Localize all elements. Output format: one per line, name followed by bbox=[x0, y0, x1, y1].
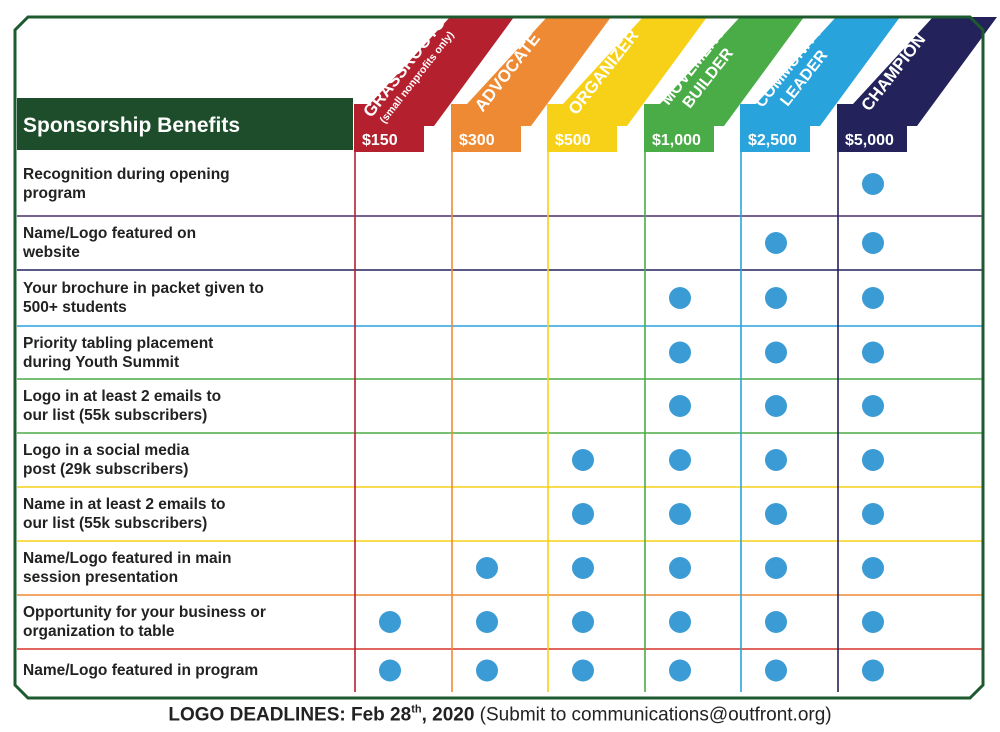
benefit-dot bbox=[379, 659, 401, 682]
benefit-dot bbox=[572, 503, 594, 525]
price-tab bbox=[644, 126, 714, 152]
tier-price: $500 bbox=[555, 132, 591, 149]
benefit-dot bbox=[862, 395, 884, 417]
price-tab bbox=[740, 126, 810, 152]
benefit-dot bbox=[379, 611, 401, 633]
deadline-submit-note: (Submit to communications@outfront.org) bbox=[474, 704, 832, 726]
benefit-label: Name/Logo featured in main session prese… bbox=[23, 550, 232, 586]
benefit-label: Priority tabling placement during Youth … bbox=[23, 334, 214, 371]
benefit-dot bbox=[476, 659, 498, 682]
benefit-dot bbox=[669, 557, 691, 579]
benefit-label: Name/Logo featured on website bbox=[23, 225, 197, 261]
benefit-dot bbox=[765, 503, 787, 525]
tier-price: $150 bbox=[362, 132, 398, 149]
benefit-dot bbox=[862, 287, 884, 309]
benefit-dot bbox=[765, 287, 787, 309]
tier-banner bbox=[837, 17, 997, 126]
tier-banner bbox=[644, 17, 804, 126]
benefit-dot bbox=[669, 449, 691, 471]
price-tab bbox=[354, 126, 424, 152]
tier-banner bbox=[740, 17, 900, 126]
benefit-dot bbox=[476, 611, 498, 633]
tier-price: $2,500 bbox=[748, 132, 797, 149]
benefit-label: Opportunity for your business or organiz… bbox=[23, 604, 266, 640]
benefit-label: Recognition during opening program bbox=[23, 166, 230, 202]
benefit-dot bbox=[765, 232, 787, 254]
benefit-dot bbox=[476, 557, 498, 579]
benefit-dot bbox=[572, 557, 594, 579]
benefit-dot bbox=[572, 611, 594, 633]
tier-banner bbox=[451, 17, 611, 126]
benefit-dot bbox=[862, 232, 884, 254]
benefit-dot bbox=[669, 287, 691, 309]
benefit-label: Your brochure in packet given to 500+ st… bbox=[23, 280, 264, 316]
tier-price: $1,000 bbox=[652, 132, 701, 149]
benefit-dot bbox=[572, 659, 594, 682]
table-title: Sponsorship Benefits bbox=[23, 114, 241, 137]
benefit-dot bbox=[862, 173, 884, 195]
benefit-dot bbox=[669, 395, 691, 417]
benefit-dot bbox=[862, 449, 884, 471]
benefit-dot bbox=[572, 449, 594, 471]
benefit-dot bbox=[862, 557, 884, 579]
benefit-label: Logo in at least 2 emails to our list (5… bbox=[23, 388, 222, 424]
deadline-bold-prefix: LOGO DEADLINES: Feb 28 bbox=[168, 704, 412, 726]
benefit-dot bbox=[765, 341, 787, 364]
benefit-dot bbox=[765, 611, 787, 633]
benefit-dot bbox=[669, 611, 691, 633]
price-tab bbox=[451, 126, 521, 152]
benefit-dot bbox=[669, 659, 691, 682]
benefit-dot bbox=[669, 341, 691, 364]
tier-price: $300 bbox=[459, 132, 495, 149]
benefit-dot bbox=[862, 503, 884, 525]
deadline-superscript: th bbox=[411, 704, 422, 716]
benefit-label: Name/Logo featured in program bbox=[23, 662, 259, 679]
deadline-bold-suffix: , 2020 bbox=[421, 704, 475, 726]
benefit-dot bbox=[765, 557, 787, 579]
tier-banner bbox=[354, 17, 514, 126]
benefit-dot bbox=[669, 503, 691, 525]
benefit-dots bbox=[379, 173, 884, 682]
benefit-dot bbox=[765, 395, 787, 417]
benefit-label: Name in at least 2 emails to our list (5… bbox=[23, 496, 226, 532]
outer-frame bbox=[13, 15, 985, 700]
logo-deadline-footer: LOGO DEADLINES: Feb 28th, 2020 (Submit t… bbox=[0, 704, 1000, 726]
header-banner bbox=[17, 98, 353, 150]
benefit-dot bbox=[765, 449, 787, 471]
benefit-dot bbox=[862, 611, 884, 633]
benefit-dot bbox=[862, 341, 884, 364]
tier-banner bbox=[547, 17, 707, 126]
benefit-label: Logo in a social media post (29k subscri… bbox=[23, 442, 190, 478]
price-tab bbox=[547, 126, 617, 152]
tier-price: $5,000 bbox=[845, 132, 894, 149]
benefit-dot bbox=[862, 659, 884, 682]
benefit-dot bbox=[765, 659, 787, 682]
price-tab bbox=[837, 126, 907, 152]
grid-lines bbox=[17, 150, 982, 692]
